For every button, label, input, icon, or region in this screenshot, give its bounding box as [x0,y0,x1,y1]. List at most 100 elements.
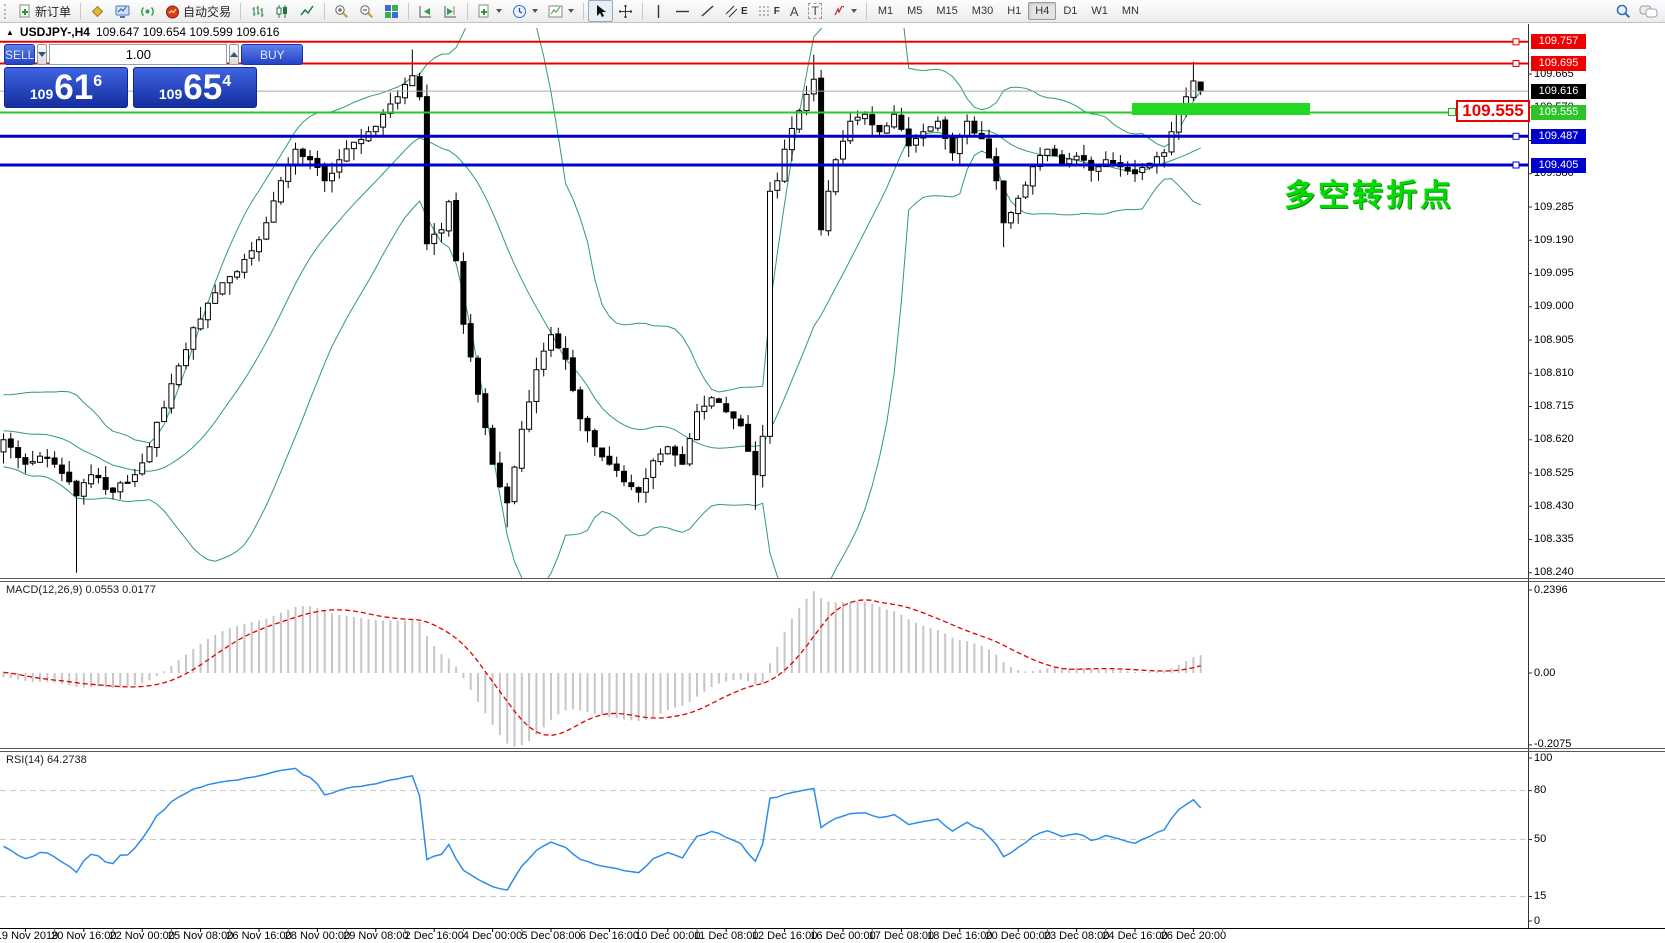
new-order-icon [19,4,30,18]
crosshair-tool-button[interactable] [613,0,638,22]
volume-decrease-button[interactable] [37,44,48,65]
zoom-out-icon [360,4,374,18]
sell-price-big: 61 [54,68,94,107]
timeframe-button-M15[interactable]: M15 [936,5,958,17]
price-badge: 109.757 [1531,34,1586,50]
tile-windows-button[interactable] [379,0,404,22]
price-badge: 109.555 [1531,105,1586,120]
sell-price-sup: 6 [93,73,103,90]
text-tool-icon: A [789,3,799,19]
text-tool-button[interactable]: A [785,0,804,22]
volume-increase-button[interactable] [229,44,240,65]
fibonacci-icon [758,6,770,15]
chart-ohlc-values: 109.647 109.654 109.599 109.616 [95,25,280,39]
zoom-in-icon [335,4,349,18]
separator [865,2,867,20]
bar-chart-button[interactable] [245,0,270,22]
time-axis-label: 12 Dec 16:00 [751,930,818,942]
chart-title-bar: ▲ USDJPY-,H4 109.647 109.654 109.599 109… [6,25,279,39]
cursor-tool-button[interactable] [588,0,614,22]
spin-down-icon [38,52,47,57]
timeframe-button-W1[interactable]: W1 [1091,5,1108,17]
label-tool-icon: T [808,3,822,19]
separator [324,2,326,20]
green-highlight-bar[interactable] [1132,103,1310,115]
candlestick-button[interactable] [270,0,295,22]
macd-label: MACD(12,26,9) 0.0553 0.0177 [6,584,156,596]
turning-point-annotation[interactable]: 多空转折点 [1284,178,1454,213]
search-icon[interactable] [1615,3,1631,19]
fibonacci-tool-button[interactable]: F [753,0,785,22]
timeframe-button-MN[interactable]: MN [1121,5,1139,17]
auto-scroll-button[interactable] [413,0,438,22]
line-chart-button[interactable] [295,0,320,22]
time-axis-label: 11 Dec 08:00 [693,930,759,942]
cursor-icon [597,4,607,17]
chart-shift-button[interactable] [438,0,463,22]
zoom-in-button[interactable] [329,0,354,22]
timeframe-toolbar: M1 M5 M15 M30 H1 H4 D1 W1 MN [871,2,1146,20]
new-order-button[interactable]: 新订单 [13,0,76,22]
volume-input[interactable] [49,44,228,65]
zoom-out-button[interactable] [354,0,379,22]
price-axis-tick: 109.285 [1534,200,1574,213]
time-axis-label: 26 Dec 20:00 [1160,930,1227,942]
new-chart-button[interactable] [472,0,507,22]
collapse-icon[interactable]: ▲ [6,27,14,37]
price-axis-tick: 108.715 [1534,400,1574,412]
price-flag-label[interactable]: 109.555 [1456,100,1530,122]
time-axis-label: 10 Dec 00:00 [635,930,701,942]
favorites-button[interactable] [85,0,110,22]
time-axis-label: 19 Nov 2019 [0,930,59,942]
signals-icon [141,6,154,16]
price-badge: 109.487 [1531,128,1586,144]
vertical-line-icon [657,4,660,18]
price-axis-tick: 108.620 [1534,433,1574,446]
dropdown-caret [850,9,857,13]
market-button[interactable] [110,0,135,22]
signals-button[interactable] [135,0,160,22]
arrows-icon [834,5,844,16]
time-axis-label: 26 Nov 16:00 [226,930,292,942]
autotrading-label: 自动交易 [183,4,232,19]
buy-price-display[interactable]: 109 65 4 [133,67,257,108]
autotrading-button[interactable]: 自动交易 [160,0,236,22]
price-axis-tick: 108.430 [1534,499,1574,512]
price-axis-tick: 108.525 [1534,466,1574,479]
timeframe-button-H1[interactable]: H1 [1007,5,1022,17]
market-icon [115,5,130,18]
fibonacci-letter: F [773,5,780,17]
timeframe-button-M5[interactable]: M5 [907,5,923,17]
price-flag-anchor[interactable] [1448,108,1456,116]
buy-button[interactable]: BUY [241,44,304,65]
label-tool-button[interactable]: T [803,0,826,22]
tile-windows-icon [385,4,399,18]
time-axis-label: 17 Dec 08:00 [868,930,935,942]
one-click-trading-panel: SELL BUY 109 61 6 109 65 4 [4,44,304,108]
separator [583,2,585,20]
dropdown-caret [496,9,503,13]
templates-button[interactable] [543,0,579,22]
timeframe-button-H4[interactable]: H4 [1028,2,1057,20]
hline-tool-button[interactable] [670,0,695,22]
clock-icon [513,4,527,18]
arrows-tool-button[interactable] [827,0,862,22]
time-axis-label: 24 Dec 16:00 [1102,930,1168,942]
chat-icon[interactable] [1639,4,1659,19]
periods-button[interactable] [507,0,543,22]
buy-price-sup: 4 [222,73,232,90]
vline-tool-button[interactable] [647,0,670,22]
timeframe-button-M1[interactable]: M1 [877,5,894,17]
sell-price-display[interactable]: 109 61 6 [4,67,128,108]
sell-label: SELL [5,47,35,62]
sell-button[interactable]: SELL [4,44,36,65]
line-chart-icon [300,5,314,15]
timeframe-button-M30[interactable]: M30 [971,5,994,17]
candlestick-icon [276,4,288,18]
separator [408,2,410,20]
timeframe-button-D1[interactable]: D1 [1063,5,1078,17]
channel-tool-button[interactable]: E [720,0,753,22]
trendline-tool-button[interactable] [695,0,720,22]
